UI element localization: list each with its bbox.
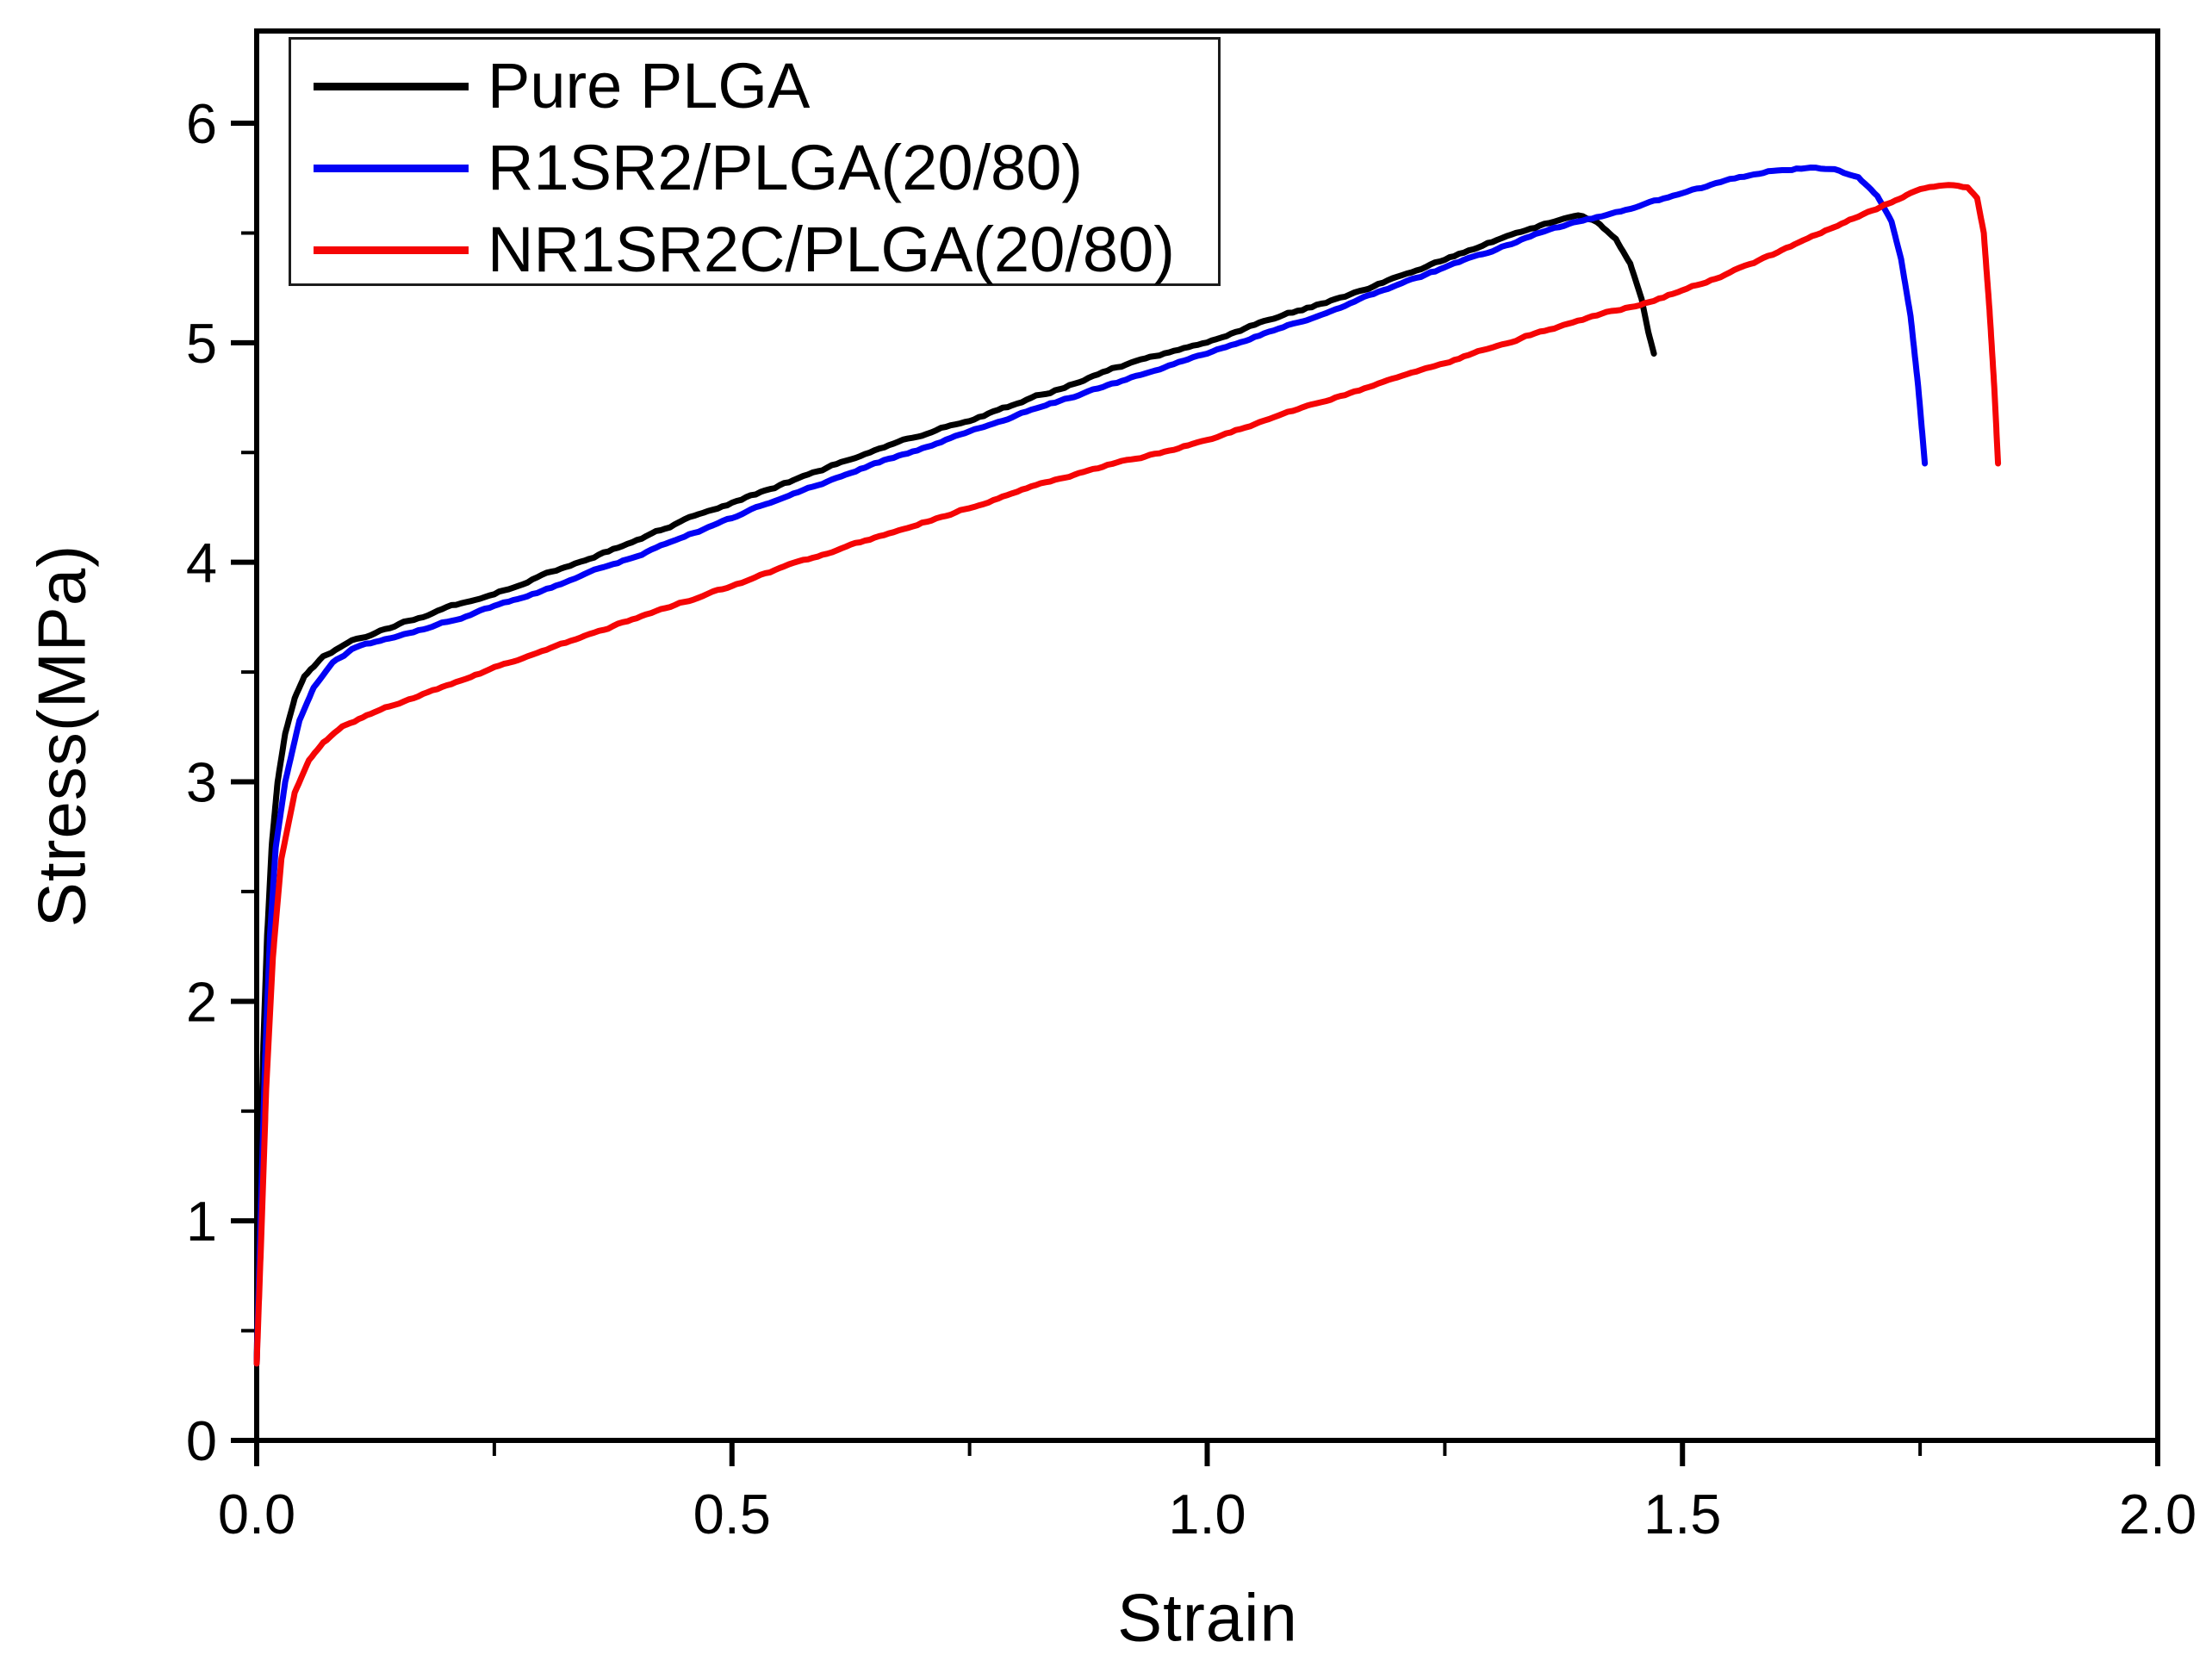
x-tick-label: 0.0 [218,1483,295,1546]
x-tick-label: 2.0 [2119,1483,2196,1546]
y-tick-label: 2 [186,970,217,1033]
y-axis-title: Stress(MPa) [23,544,100,928]
legend-line-swatch-black [314,82,469,90]
legend-line-swatch-blue [314,164,469,172]
series-line-pure-plga [253,212,1657,1367]
x-axis: 0.0 0.5 1.0 1.5 2.0 [218,1440,2196,1546]
legend-label: Pure PLGA [488,50,811,121]
y-tick-label: 3 [186,751,217,814]
series-line-r1sr2-plga [253,165,1929,1367]
y-tick-label: 0 [186,1409,217,1472]
y-axis: 0 1 2 3 4 5 6 [186,92,257,1472]
y-tick-label: 5 [186,312,217,375]
x-tick-label: 1.5 [1643,1483,1721,1546]
legend-label: NR1SR2C/PLGA(20/80) [488,214,1175,285]
x-tick-label: 0.5 [693,1483,771,1546]
legend: Pure PLGA R1SR2/PLGA(20/80) NR1SR2C/PLGA… [289,37,1221,286]
y-tick-label: 4 [186,532,217,594]
legend-line-swatch-red [314,246,469,254]
legend-label: R1SR2/PLGA(20/80) [488,132,1084,203]
x-tick-label: 1.0 [1168,1483,1246,1546]
y-tick-label: 6 [186,92,217,155]
series-line-nr1sr2c-plga [253,182,2002,1367]
x-axis-title: Strain [1117,1579,1298,1656]
y-tick-label: 1 [186,1190,217,1253]
